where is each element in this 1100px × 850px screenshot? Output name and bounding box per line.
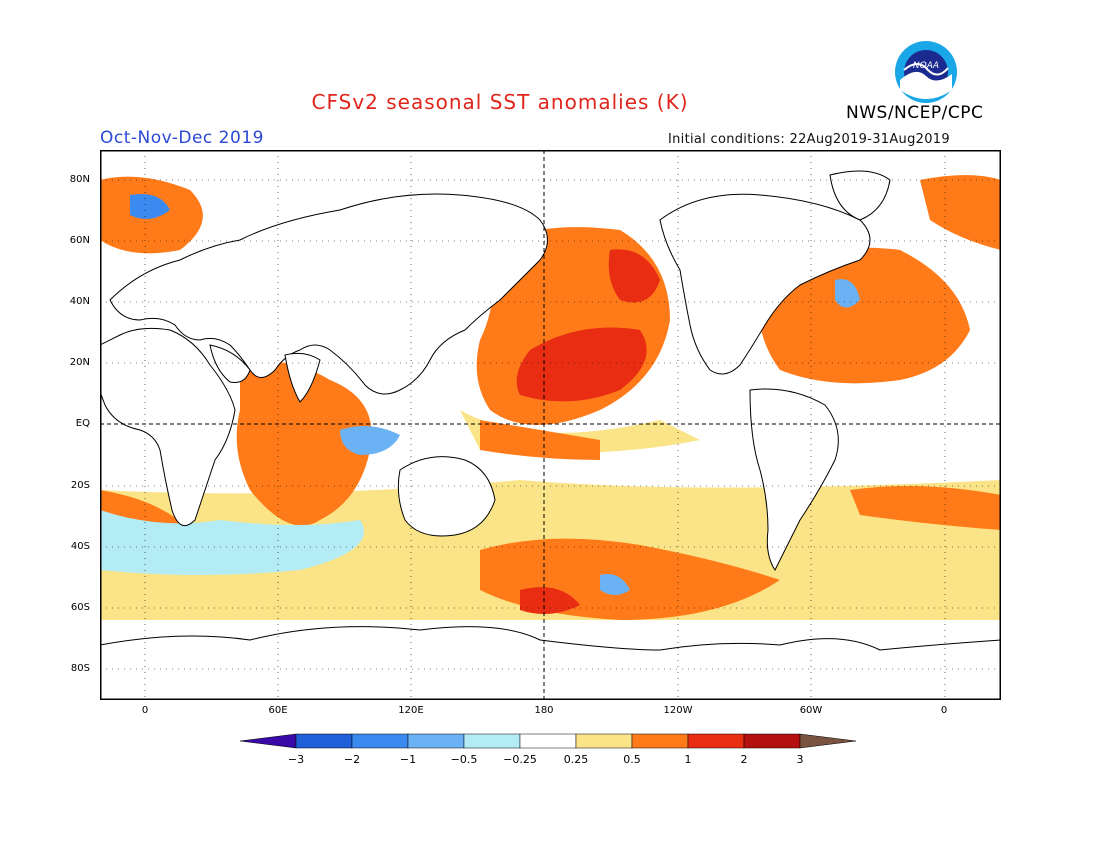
south-america — [749, 388, 839, 571]
colorbar-min-arrow — [239, 733, 297, 749]
lat-label-80s: 80S — [70, 663, 90, 674]
south-pacific-cool — [600, 574, 630, 595]
eurasia — [109, 193, 548, 395]
india — [284, 352, 321, 403]
agency-label: NWS/NCEP/CPC — [846, 103, 984, 123]
antarctica — [100, 626, 1001, 700]
south-indian-cool — [100, 510, 364, 575]
lat-label-eq: EQ — [75, 418, 90, 429]
lon-label-180: 180 — [534, 705, 554, 716]
initial-conditions-label: Initial conditions: 22Aug2019-31Aug2019 — [668, 132, 950, 147]
lon-label-120e: 120E — [398, 705, 424, 716]
lat-label-60n: 60N — [69, 235, 90, 246]
colorbar-cell — [687, 733, 745, 749]
colorbar-tick-label: 0.25 — [564, 753, 589, 766]
lat-label-20s: 20S — [70, 480, 90, 491]
north-pacific-hot — [516, 327, 647, 402]
north-america — [659, 193, 871, 375]
lon-label-0-east: 0 — [940, 705, 948, 716]
north-atlantic-warm — [757, 247, 970, 384]
colorbar-cell — [575, 733, 633, 749]
map-frame — [100, 150, 1001, 700]
lon-label-120w: 120W — [663, 705, 693, 716]
map-title: CFSv2 seasonal SST anomalies (K) — [311, 90, 689, 114]
colorbar-cell — [463, 733, 521, 749]
indonesia-cool — [340, 426, 400, 455]
arctic-atlantic-cool — [130, 194, 170, 219]
colorbar-tick-label: −1 — [400, 753, 416, 766]
colorbar-cell — [743, 733, 801, 749]
arctic-warm-east — [920, 175, 1001, 250]
season-label: Oct-Nov-Dec 2019 — [100, 128, 264, 148]
lon-label-0: 0 — [141, 705, 149, 716]
sst-anomaly-map — [100, 150, 1001, 700]
colorbar-cell — [519, 733, 577, 749]
colorbar-tick-label: 1 — [685, 753, 692, 766]
lat-label-80n: 80N — [69, 174, 90, 185]
indian-ocean-warm — [236, 362, 372, 526]
south-atlantic-warm-east — [850, 486, 1001, 530]
colorbar-tick-label: −0.25 — [503, 753, 537, 766]
noaa-logo: NOAA — [894, 40, 958, 104]
africa — [100, 327, 236, 527]
gulf-of-alaska-hot — [608, 249, 660, 303]
lat-label-40s: 40S — [70, 541, 90, 552]
south-pacific-hot — [520, 587, 580, 614]
arabia — [209, 344, 251, 383]
greenland — [829, 170, 891, 221]
lat-label-20n: 20N — [69, 357, 90, 368]
colorbar-cell — [351, 733, 409, 749]
colorbar-tick-label: 0.5 — [623, 753, 641, 766]
colorbar-cell — [295, 733, 353, 749]
colorbar-cell — [407, 733, 465, 749]
colorbar-max-arrow — [799, 733, 857, 749]
equatorial-pacific-warm — [480, 420, 600, 460]
colorbar-tick-label: 3 — [797, 753, 804, 766]
lon-label-60e: 60E — [268, 705, 288, 716]
svg-text:NOAA: NOAA — [913, 61, 939, 71]
australia — [397, 456, 496, 537]
colorbar: −3 −2 −1 −0.5 −0.25 0.25 0.5 1 2 3 — [239, 733, 857, 766]
lon-label-60w: 60W — [799, 705, 823, 716]
colorbar-tick-label: −0.5 — [451, 753, 478, 766]
colorbar-tick-label: −3 — [288, 753, 304, 766]
north-atlantic-cool — [835, 279, 860, 308]
graticule — [100, 150, 1001, 700]
lat-label-60s: 60S — [70, 602, 90, 613]
colorbar-cell — [631, 733, 689, 749]
lat-label-40n: 40N — [69, 296, 90, 307]
colorbar-tick-label: −2 — [344, 753, 360, 766]
colorbar-tick-label: 2 — [741, 753, 748, 766]
